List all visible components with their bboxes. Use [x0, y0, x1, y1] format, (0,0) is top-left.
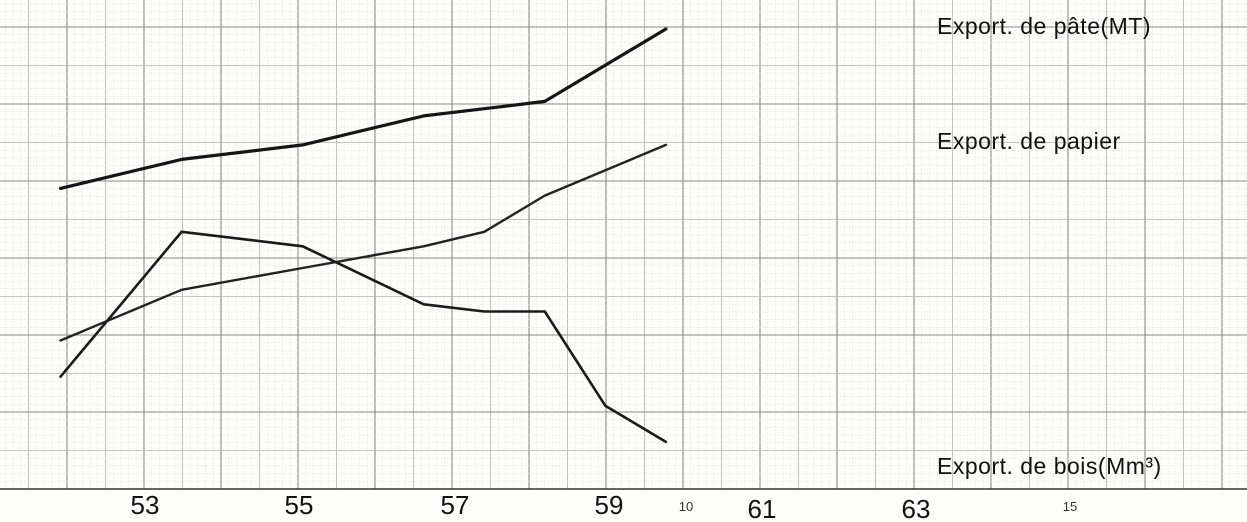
x-tick-61: 61 — [748, 494, 777, 522]
grid — [0, 0, 1247, 490]
series-label-bois: Export. de bois(Mm³) — [937, 453, 1162, 479]
series-label-pate: Export. de pâte(MT) — [937, 13, 1151, 39]
x-minor-tick-10: 10 — [679, 499, 693, 514]
series-lines — [58, 27, 668, 444]
series-line-1 — [59, 143, 668, 342]
x-tick-59: 59 — [595, 490, 624, 520]
x-tick-63: 63 — [902, 494, 931, 522]
x-axis-ticks: 53 55 57 59 61 63 10 15 — [131, 490, 1078, 522]
series-line-0 — [58, 27, 668, 190]
series-label-papier: Export. de papier — [937, 128, 1121, 154]
x-tick-57: 57 — [441, 490, 470, 520]
series-labels: Export. de pâte(MT) Export. de papier Ex… — [937, 13, 1162, 479]
x-minor-tick-15: 15 — [1063, 499, 1077, 514]
x-tick-55: 55 — [285, 490, 314, 520]
x-tick-53: 53 — [131, 490, 160, 520]
series-line-2 — [59, 230, 668, 444]
